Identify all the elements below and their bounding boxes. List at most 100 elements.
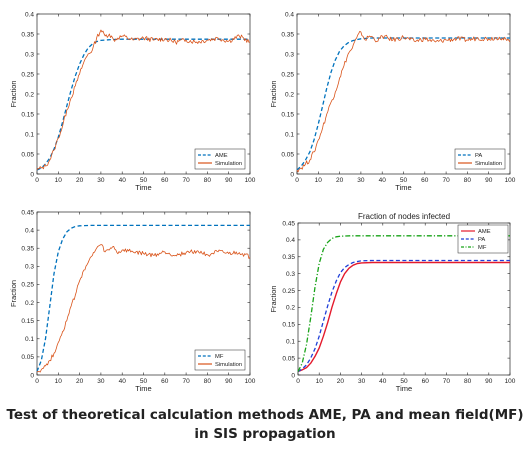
y-tick-label: 0.4 [285,11,294,18]
y-tick-label: 0.35 [281,31,294,38]
y-tick-label: 0.15 [21,111,34,118]
y-axis-label: Fraction [269,285,278,312]
legend-box [194,349,246,371]
chart-ame-vs-simulation: 0 10 20 30 40 50 60 70 80 90 100 0 0.05 0.1 0.15 0.2 0.2… [9,11,256,192]
x-tick-label: 90 [485,177,493,184]
series-line-pa [296,37,510,171]
legend-label-pa: PA [478,237,485,243]
y-tick-label: 0.25 [282,288,295,295]
series-line-mf [36,224,250,372]
series-line-simulation [296,30,511,173]
y-tick-label: 0.35 [21,31,34,38]
y-axis-label: Fraction [9,80,18,107]
y-tick-label: 0.05 [282,355,295,362]
y-tick-label: 0.35 [282,254,295,261]
x-tick-label: 100 [245,378,256,385]
y-tick-label: 0 [30,171,34,178]
x-axis-label: Time [395,183,411,192]
chart-panel-ame: 0 10 20 30 40 50 60 70 80 90 100 0 0.05 0.1 0.15 0.2 0.2… [9,8,260,198]
x-tick-label: 40 [379,177,387,184]
x-tick-label: 0 [296,378,300,385]
x-tick-label: 20 [336,177,344,184]
x-axis-label: Time [135,384,151,393]
y-tick-label: 0 [291,372,295,379]
x-tick-label: 70 [443,378,451,385]
legend: AME Simulation [194,148,246,170]
x-tick-label: 50 [140,177,148,184]
chart-pa-vs-simulation: 0 10 20 30 40 50 60 70 80 90 100 0 0.05 0.1 0.15 0.2 0.2… [269,11,516,192]
series-line-pa [297,259,510,373]
x-tick-label: 50 [400,378,408,385]
y-tick-label: 0.1 [286,339,295,346]
y-tick-label: 0 [30,372,34,379]
x-tick-label: 70 [182,177,190,184]
y-tick-label: 0.05 [21,151,34,158]
x-tick-label: 70 [442,177,450,184]
y-tick-label: 0.35 [21,246,34,253]
x-axis-label: Time [396,384,412,393]
x-tick-label: 100 [245,177,256,184]
y-axis-label: Fraction [269,80,278,107]
legend-box [454,148,506,170]
legend: MF Simulation [194,349,246,371]
chart-fraction-nodes-infected: Fraction of nodes infected 0 10 20 30 40 50 60 7… [269,212,516,393]
x-tick-label: 20 [337,378,345,385]
x-tick-label: 10 [55,378,63,385]
y-tick-label: 0.2 [286,305,295,312]
y-tick-label: 0.05 [21,354,34,361]
x-tick-label: 10 [55,177,63,184]
y-tick-label: 0.15 [281,111,294,118]
legend-label-pa: PA [475,153,482,159]
legend-label-simulation: Simulation [215,362,242,368]
y-tick-label: 0 [290,171,294,178]
x-tick-label: 90 [225,378,233,385]
series-line-mf [297,235,510,372]
x-tick-label: 20 [76,378,84,385]
y-tick-label: 0.1 [285,131,294,138]
x-tick-label: 0 [35,378,39,385]
y-tick-label: 0.25 [21,71,34,78]
x-tick-label: 40 [119,177,127,184]
x-tick-label: 50 [400,177,408,184]
x-tick-label: 40 [379,378,387,385]
x-axis-label: Time [135,183,151,192]
legend-label-mf: MF [478,245,487,251]
x-tick-label: 30 [97,177,105,184]
legend-label-mf: MF [215,354,224,360]
y-tick-label: 0.15 [282,322,295,329]
x-tick-label: 30 [97,378,105,385]
y-tick-label: 0.2 [285,91,294,98]
y-tick-label: 0.3 [25,51,34,58]
x-tick-label: 0 [35,177,39,184]
x-tick-label: 100 [505,177,516,184]
chart-panel-mf: 0 10 20 30 40 50 60 70 80 90 100 0 0.05 0.1 0.15 0.2 0.2… [9,206,260,401]
x-tick-label: 90 [485,378,493,385]
series-line-simulation [36,244,251,373]
legend-label-ame: AME [215,153,228,159]
y-tick-label: 0.45 [282,220,295,227]
y-tick-label: 0.2 [25,91,34,98]
y-tick-label: 0.15 [21,318,34,325]
y-tick-label: 0.4 [25,227,34,234]
x-tick-label: 80 [464,378,472,385]
series-line-ame [297,261,510,373]
y-tick-label: 0.1 [25,336,34,343]
y-tick-label: 0.4 [25,11,34,18]
legend: AME PA MF [457,224,509,254]
y-tick-label: 0.05 [281,151,294,158]
y-tick-label: 0.45 [21,209,34,216]
x-tick-label: 20 [76,177,84,184]
x-tick-label: 10 [315,177,323,184]
chart-panel-pa: 0 10 20 30 40 50 60 70 80 90 100 0 0.05 0.1 0.15 0.2 0.2… [269,8,520,198]
x-tick-label: 60 [421,177,429,184]
legend-box [194,148,246,170]
legend-label-simulation: Simulation [475,161,502,167]
x-tick-label: 10 [316,378,324,385]
y-tick-label: 0.4 [286,237,295,244]
y-tick-label: 0.25 [21,282,34,289]
x-tick-label: 80 [464,177,472,184]
x-tick-label: 90 [225,177,233,184]
x-tick-label: 100 [505,378,516,385]
y-axis-label: Fraction [9,280,18,307]
x-tick-label: 60 [161,177,169,184]
